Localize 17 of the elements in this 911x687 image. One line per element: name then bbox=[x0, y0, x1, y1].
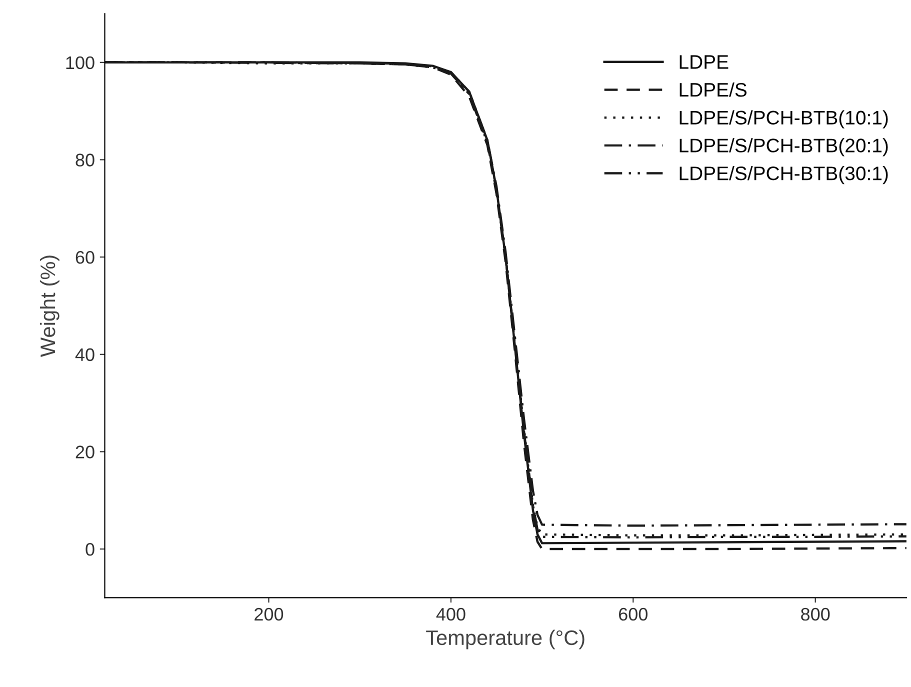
y-tick-label: 60 bbox=[76, 250, 94, 264]
y-axis-title: Weight (%) bbox=[40, 256, 60, 357]
legend-label: LDPE bbox=[680, 55, 728, 69]
x-axis-title: Temperature (°C) bbox=[426, 630, 584, 650]
legend-label: LDPE/S bbox=[680, 82, 747, 97]
y-tick-label: 40 bbox=[75, 348, 94, 362]
y-tick-label: 0 bbox=[86, 542, 94, 556]
y-tick-label: 100 bbox=[66, 56, 94, 70]
y-tick-label: 20 bbox=[76, 446, 94, 458]
x-tick-label: 600 bbox=[619, 608, 648, 621]
y-tick-label: 80 bbox=[76, 154, 94, 166]
x-tick-label: 400 bbox=[436, 608, 466, 621]
legend-label: LDPE/S/PCH-BTB(30:1) bbox=[680, 166, 888, 184]
legend-label: LDPE/S/PCH-BTB(20:1) bbox=[680, 138, 888, 156]
legend-label: LDPE/S/PCH-BTB(10:1) bbox=[680, 110, 888, 128]
x-tick-label: 200 bbox=[254, 608, 284, 621]
x-tick-label: 800 bbox=[801, 608, 830, 621]
